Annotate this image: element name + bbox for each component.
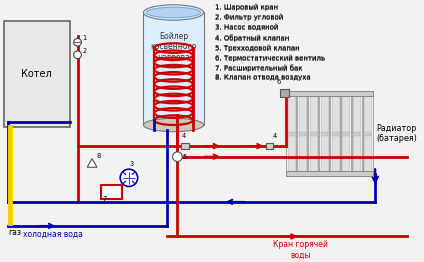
Text: 2. Фильтр угловой: 2. Фильтр угловой — [215, 15, 284, 21]
Circle shape — [120, 169, 138, 187]
Text: 5: 5 — [182, 154, 187, 160]
Bar — [321, 94, 328, 173]
Text: Котел: Котел — [22, 69, 52, 79]
Bar — [4, 21, 70, 127]
Bar — [332, 94, 338, 173]
Bar — [181, 143, 189, 149]
Polygon shape — [87, 159, 97, 167]
Bar — [343, 132, 349, 135]
Text: 5. Трехходовой клапан: 5. Трехходовой клапан — [215, 44, 300, 51]
Text: Кран горячей
воды: Кран горячей воды — [273, 240, 328, 260]
Bar — [310, 132, 317, 135]
Text: 6. Термостатический вентиль: 6. Термостатический вентиль — [215, 55, 325, 62]
Text: 7. Расширительный бак: 7. Расширительный бак — [215, 64, 303, 71]
Bar — [288, 132, 295, 135]
Bar — [299, 132, 306, 135]
Bar — [352, 91, 362, 176]
Text: 6. Термостатический вентиль: 6. Термостатический вентиль — [215, 54, 325, 61]
Text: 8. Клапан отвода воздуха: 8. Клапан отвода воздуха — [215, 75, 311, 81]
Bar — [364, 94, 371, 173]
Text: 3: 3 — [130, 161, 134, 167]
Text: 7: 7 — [103, 196, 107, 202]
Bar — [330, 91, 340, 176]
Text: 3. Насос водяной: 3. Насос водяной — [215, 25, 279, 31]
Text: 4: 4 — [181, 133, 186, 139]
Text: 2: 2 — [82, 48, 86, 54]
Ellipse shape — [143, 5, 204, 20]
Text: 4. Обратный клапан: 4. Обратный клапан — [215, 35, 290, 42]
Bar — [101, 184, 122, 199]
Text: 8. Клапан отвода воздуха: 8. Клапан отвода воздуха — [215, 74, 311, 80]
Text: 8: 8 — [97, 153, 101, 159]
Text: 7. Расширительный бак: 7. Расширительный бак — [215, 65, 303, 72]
Text: 1. Шаровый кран: 1. Шаровый кран — [215, 5, 278, 11]
Bar — [308, 91, 318, 176]
Bar — [343, 94, 349, 173]
Text: 2. Фильтр угловой: 2. Фильтр угловой — [215, 14, 284, 20]
Bar — [353, 94, 360, 173]
Bar — [299, 94, 306, 173]
Text: 4: 4 — [272, 133, 276, 139]
Bar — [364, 132, 371, 135]
Text: 4. Обратный клапан: 4. Обратный клапан — [215, 34, 290, 41]
Bar — [353, 132, 360, 135]
Text: Бойлер
косвенного
нагрева: Бойлер косвенного нагрева — [151, 32, 197, 62]
Text: 1. Шаровый кран: 1. Шаровый кран — [215, 4, 278, 10]
Bar — [286, 171, 373, 176]
Bar — [319, 91, 329, 176]
Circle shape — [74, 51, 81, 59]
Bar — [287, 91, 296, 176]
Bar — [280, 89, 289, 97]
Text: 5. Трехходовой клапан: 5. Трехходовой клапан — [215, 45, 300, 52]
Text: холодная вода: холодная вода — [23, 230, 83, 239]
Bar — [288, 94, 295, 173]
Bar — [310, 94, 317, 173]
Bar — [297, 91, 307, 176]
Bar — [341, 91, 351, 176]
Text: Радиатор
(батарея): Радиатор (батарея) — [376, 124, 417, 143]
Bar — [321, 132, 328, 135]
Circle shape — [173, 152, 182, 161]
Text: газ: газ — [8, 228, 21, 237]
Bar — [286, 91, 373, 96]
Text: 1: 1 — [82, 35, 86, 41]
Bar — [265, 143, 273, 149]
Bar — [332, 132, 338, 135]
Bar — [143, 13, 204, 125]
Bar — [143, 13, 204, 125]
Text: 3. Насос водяной: 3. Насос водяной — [215, 24, 279, 30]
Ellipse shape — [146, 7, 201, 18]
Text: 6: 6 — [276, 79, 281, 85]
Bar — [363, 91, 373, 176]
Ellipse shape — [143, 118, 204, 132]
Circle shape — [74, 39, 81, 46]
